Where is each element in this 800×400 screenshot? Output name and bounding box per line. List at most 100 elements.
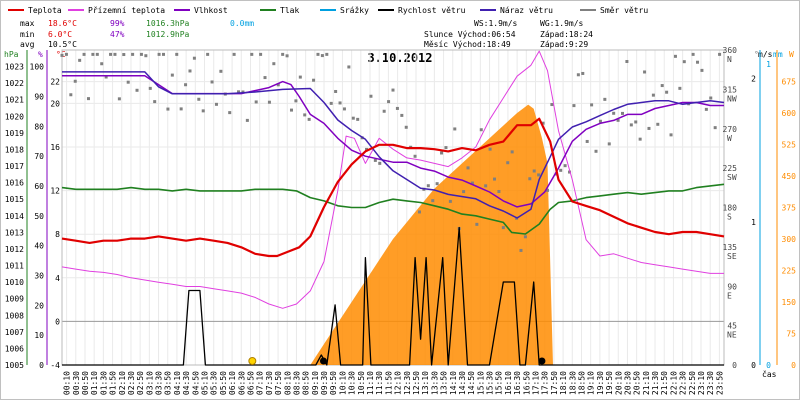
tick-time: 03:50	[164, 371, 173, 395]
wind-dir-point	[329, 101, 333, 105]
tick-pressure: 1019	[5, 129, 24, 138]
tick-temperature: 20	[50, 99, 60, 108]
tick-humidity: 70	[34, 152, 44, 161]
axis-title-hpa: hPa	[4, 50, 19, 59]
stats-min-temp: 6.0°C	[48, 30, 72, 39]
sunset-icon	[538, 357, 546, 365]
tick-time: 03:10	[145, 371, 154, 395]
wind-dir-point	[325, 52, 329, 56]
tick-wind-dir-label: NW	[727, 94, 737, 103]
wind-dir-point	[294, 99, 298, 103]
tick-time: 05:50	[219, 371, 228, 395]
wind-dir-point	[718, 52, 722, 56]
tick-time: 15:10	[476, 371, 485, 395]
wind-dir-point	[170, 73, 174, 77]
info-wg: WG:1.9m/s	[540, 19, 584, 28]
wind-dir-point	[479, 128, 483, 132]
tick-wind-dir: 315	[723, 85, 738, 94]
tick-wind-dir-label: S	[727, 213, 732, 222]
tick-humidity: 60	[34, 182, 44, 191]
wind-dir-point	[598, 119, 602, 123]
wind-dir-point	[139, 52, 143, 56]
tick-pressure: 1016	[5, 179, 24, 188]
wind-dir-point	[523, 235, 527, 239]
wind-dir-point	[585, 139, 589, 143]
tick-time: 05:30	[210, 371, 219, 395]
wind-dir-point	[166, 107, 170, 111]
tick-time: 06:10	[228, 371, 237, 395]
tick-time: 05:10	[201, 371, 210, 395]
tick-time: 11:10	[366, 371, 375, 395]
tick-humidity: 30	[34, 272, 44, 281]
tick-wind-speed: 2	[751, 75, 756, 84]
wind-dir-point	[356, 117, 360, 121]
tick-time: 09:30	[320, 371, 329, 395]
tick-solar: 675	[782, 78, 797, 87]
wind-dir-point	[572, 104, 576, 108]
tick-time: 09:10	[311, 371, 320, 395]
tick-time: 10:50	[357, 371, 366, 395]
wind-dir-point	[334, 89, 338, 93]
tick-humidity: 10	[34, 331, 44, 340]
wind-dir-point	[298, 75, 302, 79]
wind-dir-point	[475, 222, 479, 226]
info-moon-rise: Měsíc Východ:18:49	[424, 40, 511, 49]
tick-wind-dir: 180	[723, 204, 738, 213]
wind-dir-point	[413, 154, 417, 158]
tick-time: 16:50	[522, 371, 531, 395]
wind-dir-point	[506, 161, 510, 165]
tick-time: 00:50	[81, 371, 90, 395]
tick-solar: 600	[782, 109, 797, 118]
tick-temperature: 12	[50, 187, 60, 196]
solar-area	[62, 104, 724, 365]
wind-dir-point	[603, 97, 607, 101]
stats-max-press: 1016.3hPa	[146, 19, 190, 28]
wind-dir-point	[219, 69, 223, 73]
wind-dir-point	[493, 177, 497, 181]
tick-time: 23:50	[715, 371, 724, 395]
tick-time: 17:30	[541, 371, 550, 395]
tick-wind-dir: 45	[727, 322, 737, 331]
tick-pressure: 1022	[5, 79, 24, 88]
tick-temperature: -4	[50, 361, 60, 370]
tick-time: 16:10	[504, 371, 513, 395]
tick-solar: 375	[782, 204, 797, 213]
tick-time: 03:30	[155, 371, 164, 395]
legend-label: Rychlost větru	[398, 6, 466, 15]
wind-dir-point	[466, 166, 470, 170]
wind-dir-point	[232, 52, 236, 56]
series-gust-line	[62, 71, 725, 219]
tick-time: 21:30	[651, 371, 660, 395]
wind-dir-point	[100, 62, 104, 66]
tick-time: 07:50	[274, 371, 283, 395]
tick-time: 00:30	[72, 371, 81, 395]
tick-time: 12:50	[412, 371, 421, 395]
legend-label: Přízemní teplota	[88, 6, 165, 15]
wind-dir-point	[320, 54, 324, 58]
wind-dir-point	[373, 158, 377, 162]
tick-time: 01:10	[90, 371, 99, 395]
tick-time: 22:10	[669, 371, 678, 395]
wind-dir-point	[69, 93, 73, 97]
tick-time: 10:10	[338, 371, 347, 395]
wind-dir-point	[214, 102, 218, 106]
tick-time: 14:50	[467, 371, 476, 395]
tick-humidity: 50	[34, 212, 44, 221]
wind-dir-point	[470, 181, 474, 185]
stats-max-temp: 18.6°C	[48, 19, 77, 28]
wind-dir-point	[444, 146, 448, 150]
series-ground-temp-line	[61, 50, 724, 309]
moonset-icon	[319, 357, 327, 365]
tick-humidity: 80	[34, 122, 44, 131]
tick-time: 18:50	[577, 371, 586, 395]
tick-time: 01:30	[99, 371, 108, 395]
tick-time: 09:50	[329, 371, 338, 395]
wind-dir-point	[126, 80, 130, 84]
tick-pressure: 1011	[5, 262, 24, 271]
info-ws: WS:1.9m/s	[474, 19, 518, 28]
tick-time: 18:10	[559, 371, 568, 395]
wind-dir-point	[312, 78, 316, 82]
tick-temperature: 16	[50, 143, 60, 152]
wind-dir-point	[660, 84, 664, 88]
wind-dir-point	[228, 111, 232, 115]
